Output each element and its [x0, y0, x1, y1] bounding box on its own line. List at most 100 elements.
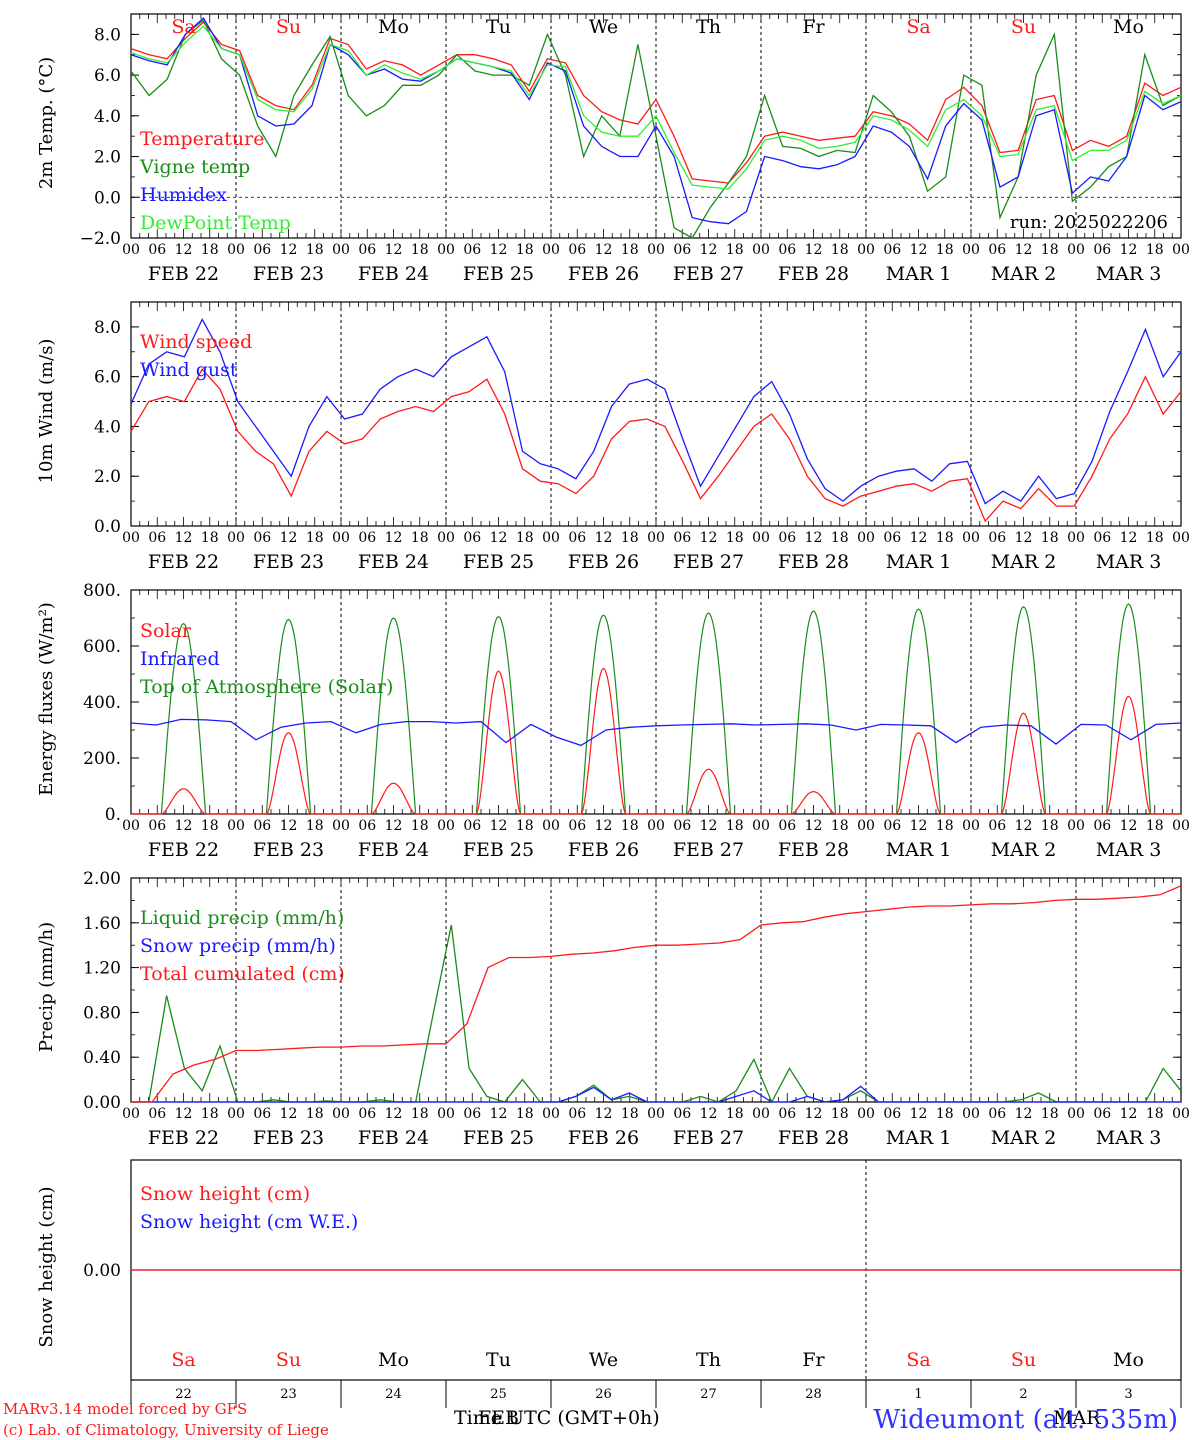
- date-label: FEB 22: [148, 551, 219, 573]
- y-tick-label: 4.0: [94, 107, 121, 127]
- hour-tick-label: 06: [358, 530, 376, 546]
- hour-tick-label: 00: [752, 242, 770, 258]
- hour-tick-label: 18: [1146, 1106, 1164, 1122]
- hour-tick-label: 00: [1067, 242, 1085, 258]
- hour-tick-label: 00: [227, 818, 245, 834]
- y-tick-label: 0.: [105, 805, 121, 825]
- hour-tick-label: 00: [962, 242, 980, 258]
- hour-tick-label: 00: [1172, 530, 1190, 546]
- toa-solar-curve: [341, 617, 446, 815]
- hour-tick-label: 06: [673, 1106, 691, 1122]
- day-number-label: 24: [385, 1387, 402, 1402]
- y-tick-label: 200.: [83, 749, 121, 769]
- hour-tick-label: 00: [1172, 242, 1190, 258]
- weekday-label: Mo: [1113, 1349, 1144, 1371]
- hour-tick-label: 12: [1015, 818, 1033, 834]
- hour-tick-label: 00: [542, 530, 560, 546]
- y-tick-label: 0.0: [94, 188, 121, 208]
- hour-tick-label: 06: [883, 1106, 901, 1122]
- y-tick-label: 4.0: [94, 417, 121, 437]
- y-axis-label: 2m Temp. (°C): [36, 57, 57, 189]
- hour-tick-label: 18: [726, 530, 744, 546]
- hour-tick-label: 06: [568, 530, 586, 546]
- toa-solar-curve: [971, 606, 1076, 815]
- weekday-label: Tu: [486, 1349, 511, 1371]
- legend-entry: Snow precip (mm/h): [140, 935, 336, 957]
- hour-tick-label: 18: [621, 242, 639, 258]
- toa-solar-curve: [761, 610, 866, 815]
- hour-tick-label: 18: [1041, 818, 1059, 834]
- hour-tick-label: 00: [1067, 818, 1085, 834]
- y-tick-label: 1.20: [83, 959, 121, 979]
- y-tick-label: 0.80: [83, 1003, 121, 1023]
- hour-tick-label: 06: [778, 1106, 796, 1122]
- hour-tick-label: 00: [122, 818, 140, 834]
- hour-tick-label: 12: [700, 242, 718, 258]
- hour-tick-label: 00: [542, 242, 560, 258]
- date-label: FEB 25: [463, 551, 534, 573]
- legend-entry: Liquid precip (mm/h): [140, 907, 344, 929]
- hour-tick-label: 06: [778, 818, 796, 834]
- day-number-label: 27: [700, 1387, 717, 1402]
- hour-tick-label: 00: [752, 530, 770, 546]
- y-tick-label: 8.0: [94, 318, 121, 338]
- hour-tick-label: 00: [122, 530, 140, 546]
- toa-solar-curve: [1076, 603, 1181, 815]
- hour-tick-label: 00: [857, 818, 875, 834]
- y-tick-label: 2.00: [83, 869, 121, 889]
- day-number-label: 1: [914, 1387, 922, 1402]
- date-label: FEB 27: [673, 1127, 744, 1149]
- day-number-label: 23: [280, 1387, 297, 1402]
- date-label: MAR 1: [886, 1127, 952, 1149]
- date-label: MAR 1: [886, 839, 952, 861]
- series-line-1: [130, 317, 1182, 505]
- date-label: MAR 1: [886, 551, 952, 573]
- run-label: run: 2025022206: [1010, 212, 1168, 233]
- hour-tick-label: 00: [227, 530, 245, 546]
- toa-solar-curve: [866, 608, 971, 815]
- hour-tick-label: 00: [857, 530, 875, 546]
- legend-entry: DewPoint Temp: [140, 212, 291, 234]
- date-label: FEB 28: [778, 263, 849, 285]
- hour-tick-label: 18: [201, 242, 219, 258]
- series-line-1: [130, 19, 1182, 239]
- y-tick-label: 6.0: [94, 66, 121, 86]
- solar-curve: [866, 732, 971, 815]
- date-label: FEB 25: [463, 263, 534, 285]
- y-tick-label: 0.0: [94, 517, 121, 537]
- hour-tick-label: 06: [883, 818, 901, 834]
- hour-tick-label: 06: [358, 1106, 376, 1122]
- hour-tick-label: 06: [1093, 242, 1111, 258]
- hour-tick-label: 12: [805, 818, 823, 834]
- hour-tick-label: 18: [201, 1106, 219, 1122]
- legend-entry: Wind speed: [140, 331, 252, 353]
- y-axis-label: 10m Wind (m/s): [36, 339, 57, 484]
- hour-tick-label: 18: [1041, 1106, 1059, 1122]
- date-label: FEB 28: [778, 1127, 849, 1149]
- hour-tick-label: 00: [227, 242, 245, 258]
- hour-tick-label: 06: [253, 818, 271, 834]
- hour-tick-label: 00: [542, 1106, 560, 1122]
- weekday-label: Fr: [802, 1349, 825, 1371]
- hour-tick-label: 18: [936, 818, 954, 834]
- y-tick-label: −2.0: [80, 229, 121, 249]
- hour-tick-label: 00: [227, 1106, 245, 1122]
- infrared-curve: [130, 718, 1182, 747]
- legend-entry: Vigne temp: [139, 156, 250, 178]
- weekday-label: Sa: [906, 16, 930, 38]
- date-label: FEB 24: [358, 1127, 429, 1149]
- hour-tick-label: 00: [962, 530, 980, 546]
- hour-tick-label: 00: [1172, 1106, 1190, 1122]
- weekday-label: Su: [276, 16, 301, 38]
- hour-tick-label: 06: [148, 1106, 166, 1122]
- hour-tick-label: 12: [175, 1106, 193, 1122]
- hour-tick-label: 12: [1120, 818, 1138, 834]
- date-label: FEB 28: [778, 551, 849, 573]
- hour-tick-label: 18: [411, 1106, 429, 1122]
- panel-energy: 00 06 12 18 FEB 22 00 06 12 18 FEB 23 00 06 12 18 FEB …: [36, 581, 1190, 861]
- hour-tick-label: 06: [673, 530, 691, 546]
- hour-tick-label: 00: [122, 1106, 140, 1122]
- hour-tick-label: 12: [1120, 530, 1138, 546]
- hour-tick-label: 12: [700, 530, 718, 546]
- hour-tick-label: 00: [1067, 1106, 1085, 1122]
